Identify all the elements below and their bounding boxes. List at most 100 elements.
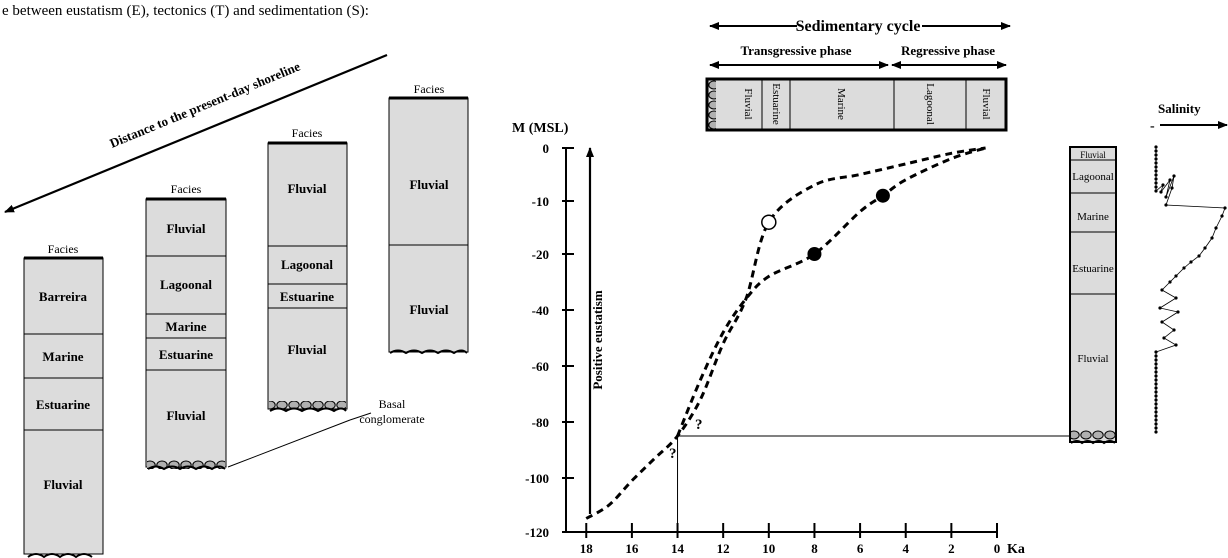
column-4-layer-fluvial-bottom: Fluvial <box>409 302 448 317</box>
y-tick-label: -60 <box>532 359 549 374</box>
question-mark-1: ? <box>669 446 677 462</box>
column-2-layer-lagoonal: Lagoonal <box>160 277 212 292</box>
eustatic-curve-2 <box>676 146 987 437</box>
salinity-label: Salinity <box>1158 101 1201 116</box>
column-3-layer-fluvial-bottom: Fluvial <box>287 342 326 357</box>
column-3-layer-estuarine: Estuarine <box>280 289 334 304</box>
salinity-point <box>1154 386 1158 390</box>
salinity-point <box>1168 178 1172 182</box>
column-4-header: Facies <box>414 82 445 96</box>
transgressive-label: Transgressive phase <box>740 43 851 58</box>
positive-eustatism-label: Positive eustatism <box>590 290 605 389</box>
facies-column-4: Facies Fluvial Fluvial <box>388 82 469 355</box>
distance-arrow <box>4 53 388 214</box>
x-axis-unit: Ka <box>1007 542 1025 557</box>
salinity-point <box>1170 186 1174 190</box>
salinity-point <box>1172 174 1176 178</box>
salinity-point <box>1214 226 1218 230</box>
salinity-point <box>1154 378 1158 382</box>
column-2-layer-estuarine: Estuarine <box>159 347 213 362</box>
column-2-layer-fluvial-top: Fluvial <box>166 221 205 236</box>
salinity-point <box>1159 190 1163 194</box>
x-tick-label: 4 <box>902 541 909 556</box>
salinity-point <box>1154 402 1158 406</box>
right-layer-estuarine: Estuarine <box>1072 263 1114 275</box>
column-2-header: Facies <box>171 182 202 196</box>
salinity-point <box>1154 169 1158 173</box>
salinity-point <box>1161 183 1165 187</box>
salinity-point <box>1154 366 1158 370</box>
salinity-point <box>1154 422 1158 426</box>
x-tick-label: 2 <box>948 541 955 556</box>
x-tick-label: 10 <box>762 541 775 556</box>
y-tick-label: -80 <box>532 415 549 430</box>
salinity-point <box>1154 189 1158 193</box>
salinity-point <box>1176 310 1180 314</box>
facies-column-3: Facies Fluvial Lagoonal Estuarine Fluvia… <box>267 126 348 413</box>
salinity-point <box>1154 390 1158 394</box>
distance-label: Distance to the present-day shoreline <box>107 59 302 151</box>
salinity-point <box>1154 370 1158 374</box>
salinity-point <box>1154 185 1158 189</box>
column-2-layer-fluvial-bottom: Fluvial <box>166 408 205 423</box>
salinity-point <box>1154 426 1158 430</box>
salinity-point <box>1197 254 1201 258</box>
salinity-point <box>1154 418 1158 422</box>
salinity-point <box>1164 203 1168 207</box>
column-2-layer-marine: Marine <box>165 319 206 334</box>
salinity-point <box>1182 266 1186 270</box>
right-layer-lagoonal: Lagoonal <box>1072 171 1114 183</box>
cycle-facies-fluvial-1: Fluvial <box>742 88 754 119</box>
eustatic-curve-1 <box>585 146 986 520</box>
cycle-facies-fluvial-2: Fluvial <box>980 88 992 119</box>
salinity-point <box>1154 149 1158 153</box>
salinity-point <box>1203 246 1207 250</box>
right-layer-fluvial-top: Fluvial <box>1080 150 1106 160</box>
salinity-point <box>1164 195 1168 199</box>
column-3-layer-fluvial-top: Fluvial <box>287 181 326 196</box>
salinity-point <box>1154 358 1158 362</box>
salinity-point <box>1154 374 1158 378</box>
salinity-point <box>1160 320 1164 324</box>
x-tick-label: 14 <box>671 541 685 556</box>
salinity-point <box>1210 236 1214 240</box>
salinity-point <box>1154 394 1158 398</box>
salinity-point <box>1160 288 1164 292</box>
salinity-point <box>1172 328 1176 332</box>
x-tick-label: 18 <box>580 541 594 556</box>
column-3-header: Facies <box>292 126 323 140</box>
cycle-title: Sedimentary cycle <box>796 18 921 35</box>
facies-column-2: Facies Fluvial Lagoonal Marine Estuarine… <box>145 182 227 471</box>
basal-label-line-2: conglomerate <box>359 412 424 426</box>
x-tick-label: 12 <box>717 541 730 556</box>
salinity-point <box>1154 398 1158 402</box>
open-marker <box>761 214 777 230</box>
salinity-point <box>1223 206 1227 210</box>
column-1-layer-marine: Marine <box>42 349 83 364</box>
salinity-point <box>1162 336 1166 340</box>
cycle-facies-marine: Marine <box>835 88 847 120</box>
basal-label-line-1: Basal <box>379 397 406 411</box>
salinity-point <box>1174 274 1178 278</box>
x-tick-label: 6 <box>857 541 864 556</box>
salinity-point <box>1154 153 1158 157</box>
salinity-point <box>1154 406 1158 410</box>
basal-leader-1 <box>227 419 351 468</box>
right-facies-column: Fluvial Lagoonal Marine Estuarine Fluvia… <box>1069 146 1117 445</box>
y-tick-label: -20 <box>532 247 549 262</box>
column-1-layer-barreira: Barreira <box>39 289 88 304</box>
y-tick-label: -40 <box>532 303 549 318</box>
column-1-layer-estuarine: Estuarine <box>36 397 90 412</box>
salinity-point <box>1154 410 1158 414</box>
salinity-point <box>1154 181 1158 185</box>
cycle-facies-lagoonal: Lagoonal <box>924 83 936 125</box>
salinity-point <box>1220 214 1224 218</box>
basal-leader-2 <box>349 412 372 421</box>
salinity-point <box>1154 157 1158 161</box>
column-3-layer-lagoonal: Lagoonal <box>281 257 333 272</box>
right-layer-marine: Marine <box>1077 211 1109 223</box>
column-4-layer-fluvial-top: Fluvial <box>409 177 448 192</box>
y-tick-label: -10 <box>532 194 549 209</box>
cycle-facies-estuarine: Estuarine <box>770 83 782 125</box>
y-tick-label: 0 <box>543 141 550 156</box>
